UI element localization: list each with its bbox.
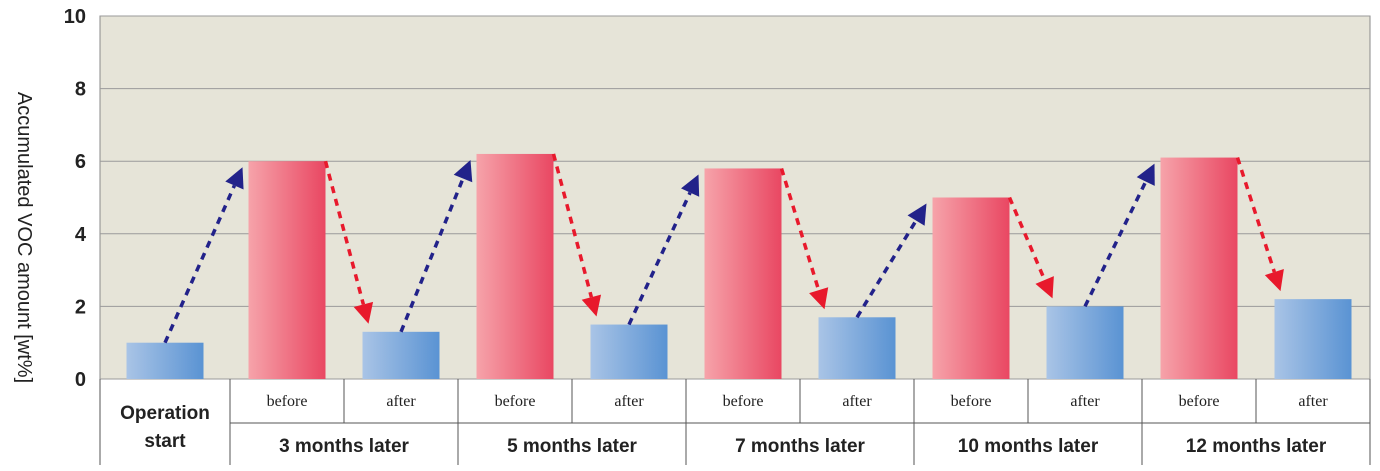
y-tick-label: 4 xyxy=(75,224,87,246)
group-label-line2: start xyxy=(144,431,186,452)
bar-after xyxy=(590,324,668,379)
sub-label-after: after xyxy=(614,393,644,410)
bar-after xyxy=(1274,299,1352,379)
decrease-arrow xyxy=(323,160,374,324)
group-label: 5 months later xyxy=(507,436,637,457)
sub-label-before: before xyxy=(1179,393,1220,410)
sub-label-after: after xyxy=(1070,393,1100,410)
bar-after xyxy=(1046,306,1124,379)
increase-arrow xyxy=(855,203,927,319)
group-label: 10 months later xyxy=(958,436,1099,457)
y-axis-ticks: 0 2 4 6 8 10 xyxy=(64,6,87,391)
trend-arrows xyxy=(163,153,1284,344)
bar-before xyxy=(248,161,326,379)
sub-label-before: before xyxy=(951,393,992,410)
y-axis-label: Accumulated VOC amount [wt%] xyxy=(13,92,35,383)
y-tick-label: 2 xyxy=(75,296,86,318)
decrease-arrow xyxy=(551,153,602,317)
bar-after xyxy=(126,342,204,379)
sub-label-before: before xyxy=(723,393,764,410)
increase-arrow xyxy=(163,167,244,344)
group-label: 7 months later xyxy=(735,436,865,457)
decrease-arrow xyxy=(779,167,829,310)
bar-after xyxy=(362,331,440,379)
y-tick-label: 0 xyxy=(75,369,86,391)
bar-before xyxy=(1160,157,1238,379)
sub-label-before: before xyxy=(267,393,308,410)
sub-label-after: after xyxy=(1298,393,1328,410)
y-tick-label: 6 xyxy=(75,151,86,173)
group-label: 12 months later xyxy=(1186,436,1327,457)
increase-arrow xyxy=(399,159,473,333)
category-table: Operation start 3 months later 5 months lat… xyxy=(99,379,1371,465)
group-label: Operation xyxy=(120,403,210,424)
increase-arrow xyxy=(1083,163,1155,308)
bar-before xyxy=(932,197,1010,379)
bars xyxy=(126,153,1352,379)
bar-before xyxy=(704,168,782,379)
bar-after xyxy=(818,317,896,379)
bar-before xyxy=(476,153,554,379)
sub-label-before: before xyxy=(495,393,536,410)
group-label: 3 months later xyxy=(279,436,409,457)
y-tick-label: 8 xyxy=(75,79,86,101)
decrease-arrow xyxy=(1235,157,1284,292)
increase-arrow xyxy=(627,174,700,326)
y-tick-label: 10 xyxy=(64,6,86,28)
decrease-arrow xyxy=(1007,196,1054,299)
sub-label-after: after xyxy=(386,393,416,410)
sub-label-after: after xyxy=(842,393,872,410)
